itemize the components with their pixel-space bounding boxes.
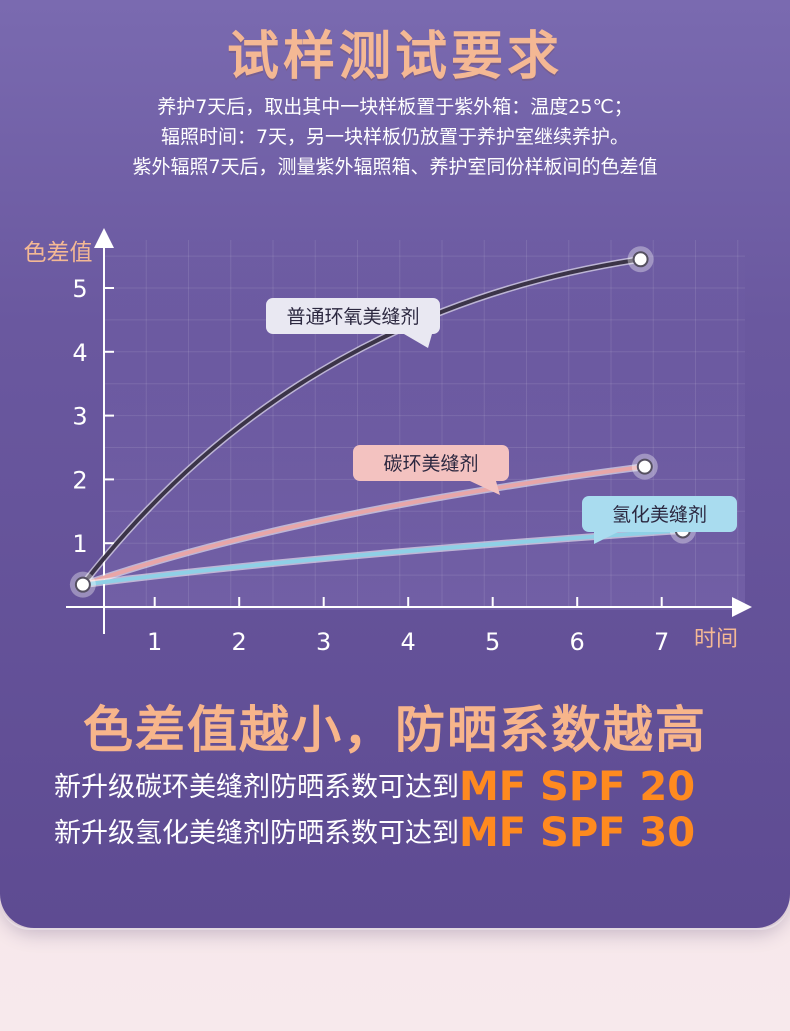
description-line-1: 养护7天后，取出其中一块样板置于紫外箱：温度25℃；	[157, 96, 633, 118]
y-tick-label: 1	[72, 530, 87, 558]
conclusion-line-2-text: 新升级氢化美缝剂防晒系数可达到	[54, 818, 459, 849]
series-label-tail	[594, 532, 618, 544]
series-end-point	[632, 251, 649, 268]
plot-area	[105, 240, 745, 610]
main-card: 试样测试要求 养护7天后，取出其中一块样板置于紫外箱：温度25℃； 辐照时间：7…	[0, 0, 790, 928]
series-end-point	[636, 458, 653, 475]
conclusion-line-2: 新升级氢化美缝剂防晒系数可达到MF SPF 30	[54, 810, 695, 856]
x-tick-label: 3	[316, 628, 331, 656]
series-line-1	[80, 257, 643, 587]
series-label-1: 普通环氧美缝剂	[286, 306, 419, 328]
conclusion-line-1: 新升级碳环美缝剂防晒系数可达到MF SPF 20	[54, 764, 695, 810]
x-tick-label: 5	[485, 628, 500, 656]
series-label-tail	[404, 334, 432, 348]
series-label-2: 碳环美缝剂	[383, 453, 478, 475]
series-label-box	[266, 298, 440, 334]
conclusion-headline: 色差值越小，防晒系数越高	[83, 701, 707, 759]
y-tick-label: 5	[72, 275, 87, 303]
series-line-2	[80, 464, 647, 587]
series-line-3	[80, 528, 685, 587]
series-label-box	[582, 496, 737, 532]
x-tick-label: 4	[401, 628, 416, 656]
series-label-box	[353, 445, 509, 481]
x-tick-label: 6	[570, 628, 585, 656]
conclusion-line-1-text: 新升级碳环美缝剂防晒系数可达到	[54, 772, 459, 803]
x-tick-label: 2	[232, 628, 247, 656]
x-tick-label: 7	[654, 628, 669, 656]
page-title: 试样测试要求	[226, 27, 563, 87]
series-label-3: 氢化美缝剂	[612, 504, 707, 526]
y-axis-label: 色差值	[24, 240, 93, 266]
x-tick-label: 1	[147, 628, 162, 656]
series-label-tail	[470, 481, 500, 495]
y-tick-label: 2	[72, 466, 87, 494]
y-tick-label: 4	[72, 339, 87, 367]
description-line-2: 辐照时间：7天，另一块样板仍放置于养护室继续养护。	[160, 126, 630, 148]
conclusion-line-2-highlight: MF SPF 30	[459, 810, 696, 856]
y-tick-label: 3	[72, 403, 87, 431]
start-point	[74, 576, 91, 593]
x-axis-label: 时间	[694, 627, 738, 652]
conclusion-line-1-highlight: MF SPF 20	[459, 764, 696, 810]
description-line-3: 紫外辐照7天后，测量紫外辐照箱、养护室同份样板间的色差值	[132, 156, 658, 178]
